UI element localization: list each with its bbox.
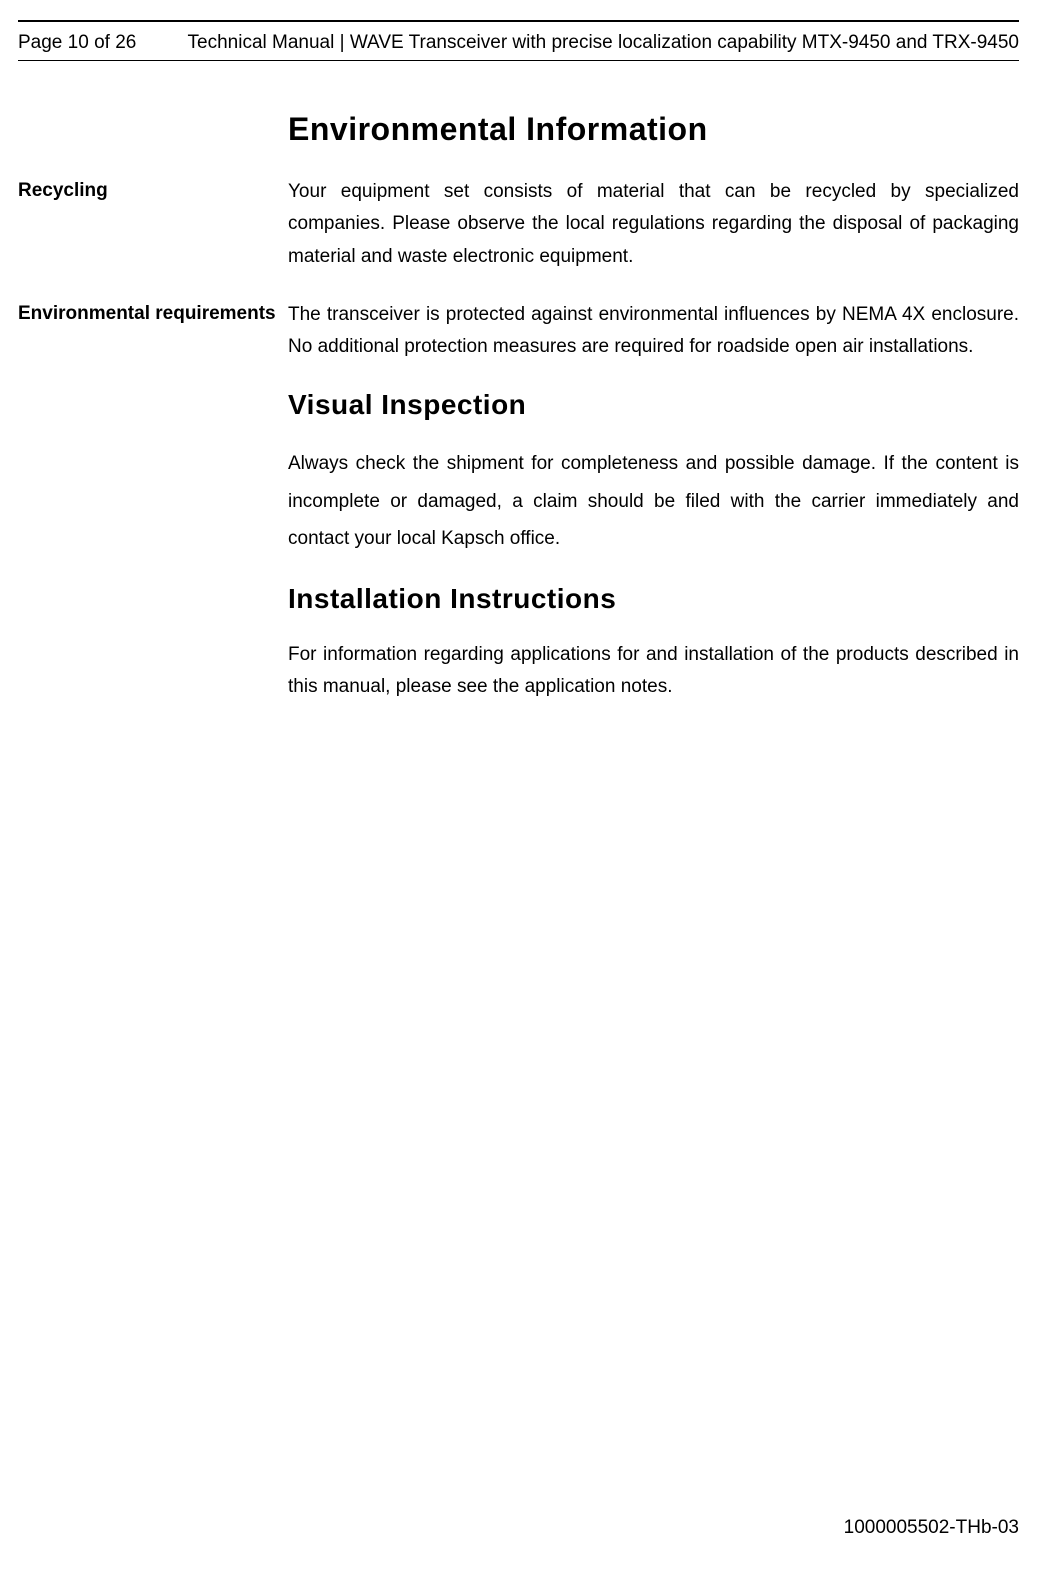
heading-installation-instructions: Installation Instructions — [288, 583, 1019, 615]
text-recycling: Your equipment set consists of material … — [288, 176, 1019, 273]
heading-visual-inspection: Visual Inspection — [288, 389, 1019, 421]
page-container: Page 10 of 26 Technical Manual | WAVE Tr… — [0, 0, 1037, 1569]
page-indicator: Page 10 of 26 — [18, 32, 136, 54]
row-environmental-requirements: Environmental requirements The transceiv… — [18, 299, 1019, 364]
text-visual-inspection: Always check the shipment for completene… — [288, 445, 1019, 556]
label-recycling: Recycling — [18, 176, 288, 273]
heading-environmental-information: Environmental Information — [288, 111, 1019, 148]
label-environmental-requirements: Environmental requirements — [18, 299, 288, 364]
page-header: Page 10 of 26 Technical Manual | WAVE Tr… — [18, 20, 1019, 61]
footer-doc-number: 1000005502-THb-03 — [844, 1517, 1019, 1539]
document-title: Technical Manual | WAVE Transceiver with… — [188, 32, 1019, 54]
row-recycling: Recycling Your equipment set consists of… — [18, 176, 1019, 273]
text-environmental-requirements: The transceiver is protected against env… — [288, 299, 1019, 364]
page-content: Environmental Information Recycling Your… — [18, 111, 1019, 703]
text-installation-instructions: For information regarding applications f… — [288, 639, 1019, 704]
